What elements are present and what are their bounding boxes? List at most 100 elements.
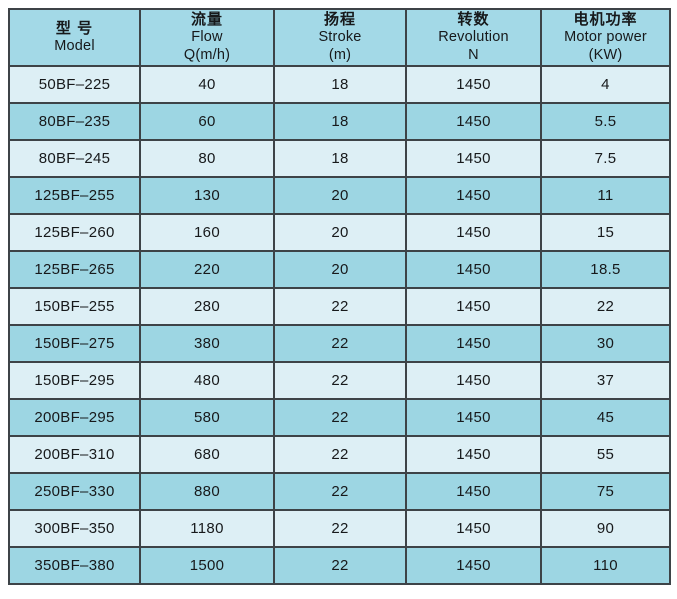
table-row: 80BF–245 80 18 1450 7.5 [8, 139, 671, 178]
col-header-stroke-unit: (m) [328, 46, 352, 63]
cell-motor-power: 7.5 [540, 139, 671, 178]
cell-flow: 80 [139, 139, 275, 178]
cell-motor-power: 5.5 [540, 102, 671, 141]
cell-flow: 1500 [139, 546, 275, 585]
col-header-flow-unit: Q(m/h) [183, 46, 231, 63]
table-row: 125BF–265 220 20 1450 18.5 [8, 250, 671, 289]
cell-revolution: 1450 [405, 435, 542, 474]
cell-flow: 220 [139, 250, 275, 289]
cell-motor-power: 110 [540, 546, 671, 585]
col-header-revolution-en: Revolution [438, 28, 509, 45]
cell-revolution: 1450 [405, 176, 542, 215]
cell-motor-power: 15 [540, 213, 671, 252]
cell-flow: 580 [139, 398, 275, 437]
cell-flow: 680 [139, 435, 275, 474]
table-row: 150BF–295 480 22 1450 37 [8, 361, 671, 400]
cell-motor-power: 75 [540, 472, 671, 511]
cell-flow: 380 [139, 324, 275, 363]
cell-revolution: 1450 [405, 324, 542, 363]
col-header-stroke: 扬程 Stroke (m) [273, 8, 407, 67]
cell-model: 200BF–310 [8, 435, 141, 474]
cell-revolution: 1450 [405, 250, 542, 289]
col-header-revolution: 转数 Revolution N [405, 8, 542, 67]
cell-model: 150BF–275 [8, 324, 141, 363]
cell-model: 80BF–245 [8, 139, 141, 178]
cell-motor-power: 22 [540, 287, 671, 326]
cell-stroke: 22 [273, 435, 407, 474]
cell-revolution: 1450 [405, 509, 542, 548]
col-header-flow-zh: 流量 [190, 10, 223, 28]
table-row: 350BF–380 1500 22 1450 110 [8, 546, 671, 585]
cell-model: 250BF–330 [8, 472, 141, 511]
cell-motor-power: 55 [540, 435, 671, 474]
cell-revolution: 1450 [405, 546, 542, 585]
table-row: 300BF–350 1180 22 1450 90 [8, 509, 671, 548]
cell-revolution: 1450 [405, 361, 542, 400]
cell-stroke: 20 [273, 213, 407, 252]
cell-flow: 480 [139, 361, 275, 400]
cell-revolution: 1450 [405, 139, 542, 178]
cell-revolution: 1450 [405, 472, 542, 511]
cell-model: 350BF–380 [8, 546, 141, 585]
cell-flow: 880 [139, 472, 275, 511]
cell-revolution: 1450 [405, 213, 542, 252]
col-header-stroke-en: Stroke [318, 28, 362, 45]
col-header-stroke-zh: 扬程 [323, 10, 356, 28]
table-row: 125BF–255 130 20 1450 11 [8, 176, 671, 215]
cell-motor-power: 18.5 [540, 250, 671, 289]
col-header-revolution-zh: 转数 [457, 10, 490, 28]
cell-model: 125BF–255 [8, 176, 141, 215]
cell-motor-power: 11 [540, 176, 671, 215]
table-row: 200BF–295 580 22 1450 45 [8, 398, 671, 437]
table-row: 150BF–275 380 22 1450 30 [8, 324, 671, 363]
col-header-revolution-unit: N [468, 46, 479, 63]
cell-stroke: 18 [273, 139, 407, 178]
cell-flow: 60 [139, 102, 275, 141]
table-row: 150BF–255 280 22 1450 22 [8, 287, 671, 326]
table-row: 125BF–260 160 20 1450 15 [8, 213, 671, 252]
cell-motor-power: 45 [540, 398, 671, 437]
col-header-motor-power-unit: (KW) [588, 46, 623, 63]
cell-stroke: 20 [273, 250, 407, 289]
cell-model: 80BF–235 [8, 102, 141, 141]
cell-flow: 40 [139, 65, 275, 104]
cell-revolution: 1450 [405, 65, 542, 104]
cell-revolution: 1450 [405, 398, 542, 437]
cell-motor-power: 90 [540, 509, 671, 548]
col-header-motor-power-en: Motor power [564, 28, 647, 45]
cell-stroke: 22 [273, 546, 407, 585]
cell-model: 125BF–265 [8, 250, 141, 289]
cell-flow: 1180 [139, 509, 275, 548]
col-header-flow-en: Flow [191, 28, 223, 45]
cell-stroke: 20 [273, 176, 407, 215]
cell-motor-power: 4 [540, 65, 671, 104]
cell-stroke: 22 [273, 509, 407, 548]
col-header-model: 型 号 Model [8, 8, 141, 67]
col-header-motor-power-zh: 电机功率 [573, 10, 638, 28]
pump-spec-table: 型 号 Model 流量 Flow Q(m/h) 扬程 Stroke (m) 转… [8, 8, 671, 585]
cell-stroke: 22 [273, 324, 407, 363]
table-row: 250BF–330 880 22 1450 75 [8, 472, 671, 511]
cell-stroke: 22 [273, 287, 407, 326]
col-header-motor-power: 电机功率 Motor power (KW) [540, 8, 671, 67]
cell-stroke: 18 [273, 65, 407, 104]
cell-model: 150BF–295 [8, 361, 141, 400]
cell-motor-power: 37 [540, 361, 671, 400]
col-header-model-zh: 型 号 [55, 19, 94, 37]
cell-model: 125BF–260 [8, 213, 141, 252]
cell-model: 150BF–255 [8, 287, 141, 326]
table-row: 200BF–310 680 22 1450 55 [8, 435, 671, 474]
header-row: 型 号 Model 流量 Flow Q(m/h) 扬程 Stroke (m) 转… [8, 8, 671, 67]
cell-flow: 280 [139, 287, 275, 326]
col-header-flow: 流量 Flow Q(m/h) [139, 8, 275, 67]
table-row: 80BF–235 60 18 1450 5.5 [8, 102, 671, 141]
cell-flow: 130 [139, 176, 275, 215]
cell-model: 300BF–350 [8, 509, 141, 548]
table-row: 50BF–225 40 18 1450 4 [8, 65, 671, 104]
cell-stroke: 22 [273, 472, 407, 511]
cell-model: 50BF–225 [8, 65, 141, 104]
cell-revolution: 1450 [405, 102, 542, 141]
cell-stroke: 18 [273, 102, 407, 141]
cell-stroke: 22 [273, 361, 407, 400]
